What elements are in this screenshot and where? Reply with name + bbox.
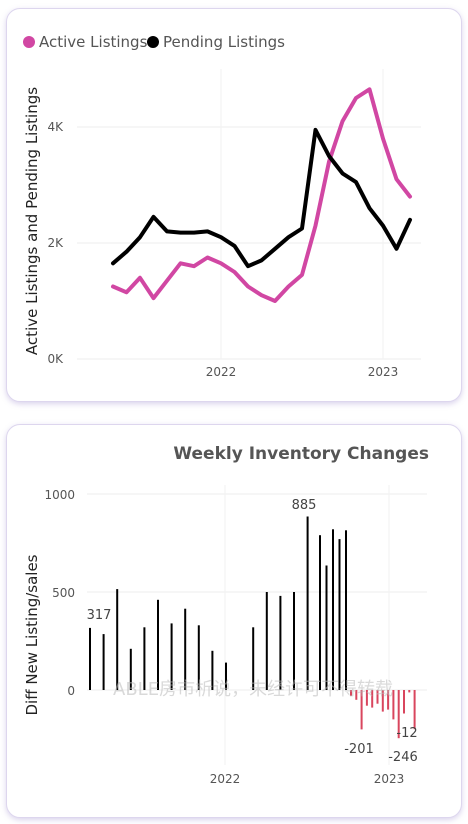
y-axis-label: Diff New Listing/sales <box>23 554 41 715</box>
bar <box>157 599 159 690</box>
bar <box>225 662 227 690</box>
bars-group <box>89 516 416 739</box>
data-label-neg-201: -201 <box>344 742 374 757</box>
watermark: ABLE房市析说，未经许可不得转载 <box>113 679 393 700</box>
bar <box>408 690 411 693</box>
bar <box>397 690 400 739</box>
y-tick-0: 0 <box>67 684 75 698</box>
x-tick-2022: 2022 <box>210 772 241 786</box>
bar <box>325 565 328 690</box>
y-axis-label: Active Listings and Pending Listings <box>23 87 41 355</box>
gridlines <box>77 69 421 360</box>
legend: Active Listings Pending Listings <box>23 33 285 51</box>
bar <box>387 690 390 710</box>
legend-label-active: Active Listings <box>39 33 148 51</box>
series-line-active <box>111 87 412 303</box>
y-tick-4k: 4K <box>47 120 64 134</box>
y-tick-500: 500 <box>52 586 75 600</box>
bar <box>332 529 334 690</box>
bar <box>265 592 268 690</box>
series-group <box>111 87 412 303</box>
bar <box>371 690 374 708</box>
bar <box>365 690 368 706</box>
bar-chart-card: Weekly Inventory Changes Diff New Listin… <box>6 424 462 818</box>
bar <box>279 595 282 690</box>
line-chart: Active Listings Pending Listings Active … <box>23 33 421 379</box>
bar <box>211 650 214 690</box>
bar <box>129 648 132 690</box>
legend-swatch-pending <box>147 36 159 48</box>
bar <box>170 623 173 690</box>
gridlines <box>87 485 427 765</box>
legend-label-pending: Pending Listings <box>163 33 285 51</box>
x-tick-2022: 2022 <box>206 365 237 379</box>
bar <box>392 690 395 720</box>
bar <box>197 625 200 690</box>
bar <box>89 627 91 690</box>
bar <box>355 690 358 700</box>
data-label-neg-12: -12 <box>396 726 417 741</box>
bar <box>338 539 341 690</box>
chart-title: Weekly Inventory Changes <box>173 444 429 464</box>
y-tick-2k: 2K <box>47 236 64 250</box>
bar <box>293 592 295 690</box>
y-tick-0: 0K <box>47 352 64 366</box>
x-tick-2023: 2023 <box>374 772 405 786</box>
line-chart-card: Active Listings Pending Listings Active … <box>6 8 462 402</box>
data-label-317: 317 <box>87 608 112 623</box>
bar <box>143 627 146 690</box>
bar <box>116 589 119 690</box>
bar <box>360 690 363 730</box>
bar <box>381 690 384 712</box>
bar <box>413 690 416 730</box>
bar <box>403 690 405 714</box>
bar <box>319 535 321 690</box>
bar <box>345 530 347 690</box>
data-label-885: 885 <box>292 498 317 513</box>
bar-chart: Weekly Inventory Changes Diff New Listin… <box>23 444 429 786</box>
y-tick-1000: 1000 <box>44 488 75 502</box>
x-tick-2023: 2023 <box>368 365 399 379</box>
bar <box>306 516 309 690</box>
data-label-neg-246: -246 <box>388 750 418 765</box>
bar <box>252 627 255 690</box>
bar <box>350 690 352 696</box>
bar <box>376 690 379 704</box>
bar <box>184 608 187 690</box>
series-line-pending <box>111 127 412 269</box>
bar <box>102 634 105 690</box>
legend-swatch-active <box>23 36 35 48</box>
